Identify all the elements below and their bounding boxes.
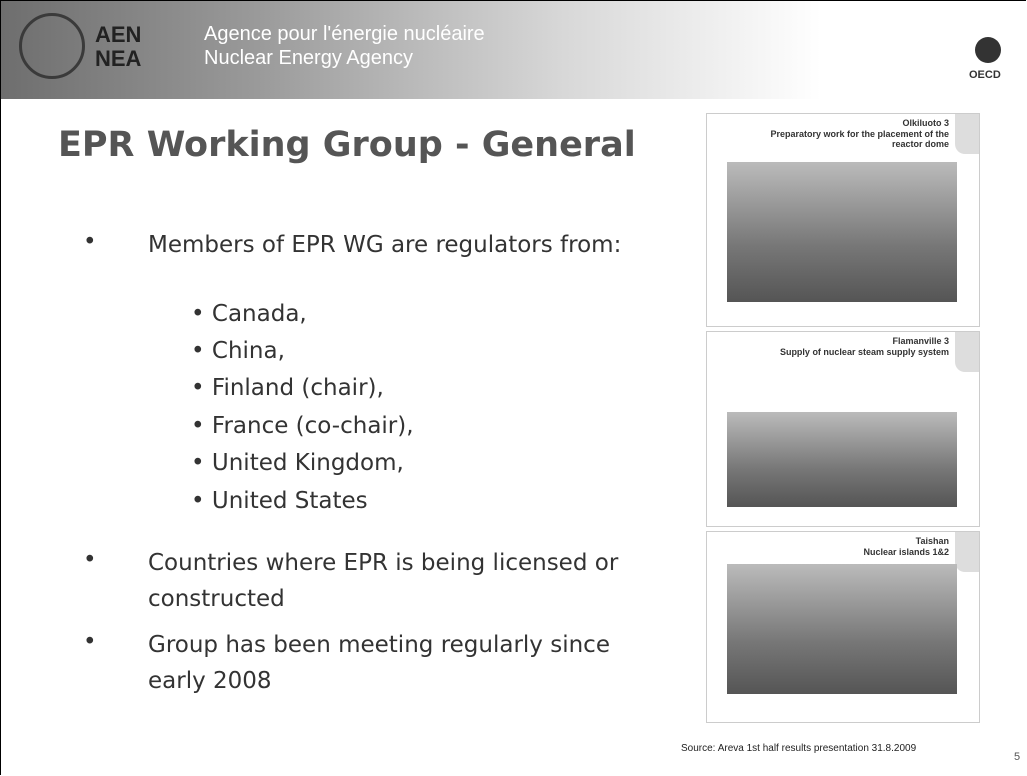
thumbnail: Flamanville 3 Supply of nuclear steam su… [706, 331, 980, 527]
sub-text: China, [212, 338, 285, 364]
bullet: • [83, 547, 97, 573]
page-number: 5 [1014, 751, 1020, 763]
thumb-tab [955, 532, 979, 572]
thumb-caption: Supply of nuclear steam supply system [749, 347, 949, 357]
sub-text: Canada, [212, 301, 307, 327]
thumb-photo [727, 162, 957, 302]
sub-text: United Kingdom, [212, 450, 404, 476]
slide-title: EPR Working Group - General [58, 125, 636, 165]
source-note: Source: Areva 1st half results presentat… [681, 743, 916, 754]
thumbnail: Taishan Nuclear islands 1&2 [706, 531, 980, 723]
sub-item: • China, [191, 338, 285, 364]
thumbnail: Olkiluoto 3 Preparatory work for the pla… [706, 113, 980, 327]
sub-text: Finland (chair), [212, 375, 384, 401]
bullet-text: Members of EPR WG are regulators from: [148, 227, 648, 263]
bullet: • [83, 629, 97, 655]
sub-item: • United Kingdom, [191, 450, 404, 476]
thumb-tab [955, 114, 979, 154]
thumb-site: Olkiluoto 3 [902, 118, 949, 128]
agency-en: Nuclear Energy Agency [204, 47, 413, 70]
sub-item: • Finland (chair), [191, 375, 384, 401]
bullet-text: Countries where EPR is being licensed or… [148, 545, 648, 617]
bullet-text: Group has been meeting regularly since e… [148, 627, 648, 699]
thumb-photo [727, 564, 957, 694]
bullet: • [83, 229, 97, 255]
thumb-caption: Nuclear islands 1&2 [749, 547, 949, 557]
logo-emblem [19, 13, 85, 79]
oecd-logo [975, 37, 1001, 63]
thumb-caption: Preparatory work for the placement of th… [749, 129, 949, 149]
org-name: OECD [969, 69, 1001, 81]
thumb-site: Flamanville 3 [892, 336, 949, 346]
sub-item: • France (co-chair), [191, 413, 414, 439]
sub-text: France (co-chair), [212, 413, 414, 439]
sub-item: • United States [191, 488, 368, 514]
slide: AENNEA Agence pour l'énergie nucléaire N… [0, 0, 1026, 775]
thumb-tab [955, 332, 979, 372]
sub-text: United States [212, 488, 368, 514]
logo-line: NEA [95, 47, 141, 71]
thumb-site: Taishan [916, 536, 949, 546]
logo-line: AEN [95, 23, 141, 47]
thumb-photo [727, 412, 957, 507]
sub-item: • Canada, [191, 301, 307, 327]
agency-fr: Agence pour l'énergie nucléaire [204, 23, 485, 46]
